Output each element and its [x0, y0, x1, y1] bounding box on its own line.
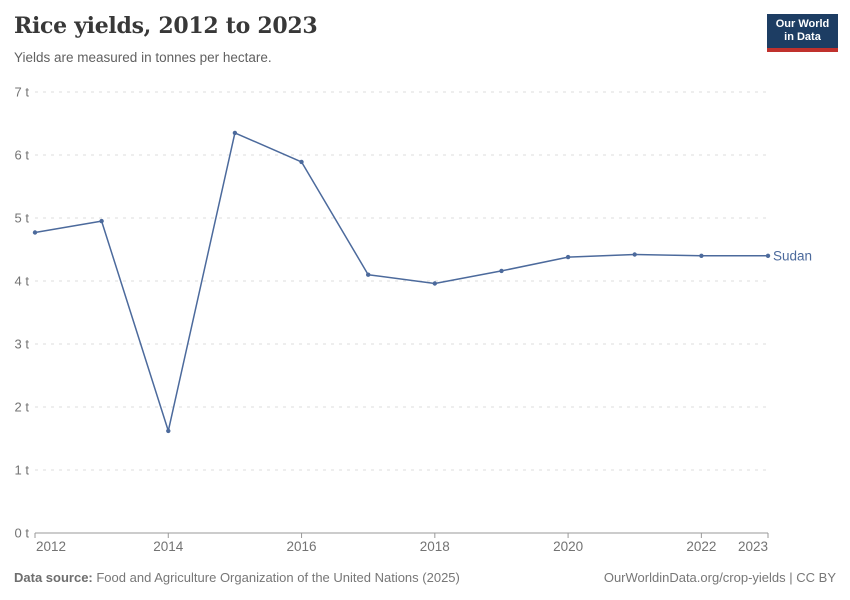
x-axis-label-2020: 2020: [553, 539, 583, 554]
data-point-sudan-2015: [232, 130, 238, 136]
y-axis-label-5: 5 t: [15, 211, 30, 226]
owid-logo-line1: Our World: [775, 18, 830, 30]
y-axis-label-6: 6 t: [15, 148, 30, 163]
y-axis-label-3: 3 t: [15, 337, 30, 352]
data-point-sudan-2022: [699, 253, 704, 258]
data-point-sudan-2021: [632, 252, 637, 257]
data-point-sudan-2018: [432, 281, 437, 286]
x-axis-label-2016: 2016: [287, 539, 317, 554]
y-axis-label-0: 0 t: [15, 526, 30, 541]
data-point-sudan-2019: [499, 268, 504, 274]
owid-logo-line2: in Data: [784, 31, 821, 43]
data-point-sudan-2014: [166, 428, 171, 434]
y-axis-label-4: 4 t: [15, 274, 30, 289]
data-source-note: Data source: Food and Agriculture Organi…: [14, 570, 460, 585]
y-axis-label-2: 2 t: [15, 400, 30, 415]
data-source-label: Data source:: [14, 570, 93, 585]
y-axis-label-7: 7 t: [15, 85, 30, 100]
data-point-sudan-2013: [99, 218, 104, 224]
chart-subtitle: Yields are measured in tonnes per hectar…: [14, 50, 272, 65]
data-point-sudan-2017: [366, 272, 371, 277]
x-axis-label-2022: 2022: [686, 539, 716, 554]
credit-link[interactable]: OurWorldinData.org/crop-yields | CC BY: [603, 570, 836, 585]
y-axis-label-1: 1 t: [15, 463, 30, 478]
x-axis-label-2014: 2014: [153, 539, 184, 554]
data-point-sudan-2016: [299, 159, 304, 165]
data-point-sudan-2012: [32, 230, 38, 235]
chart-footer: Data source: Food and Agriculture Organi…: [14, 570, 836, 585]
data-point-sudan-2023: [765, 253, 771, 258]
x-axis-label-2012: 2012: [36, 539, 66, 554]
entity-label-sudan[interactable]: Sudan: [773, 248, 812, 263]
owid-logo[interactable]: Our World in Data: [767, 14, 838, 52]
x-axis-label-2018: 2018: [420, 539, 450, 554]
data-source-text: Food and Agriculture Organization of the…: [92, 570, 460, 585]
chart-title: Rice yields, 2012 to 2023: [14, 13, 318, 39]
series-line-sudan: [34, 132, 768, 432]
x-axis-label-2023: 2023: [738, 539, 768, 554]
data-point-sudan-2020: [565, 254, 571, 260]
